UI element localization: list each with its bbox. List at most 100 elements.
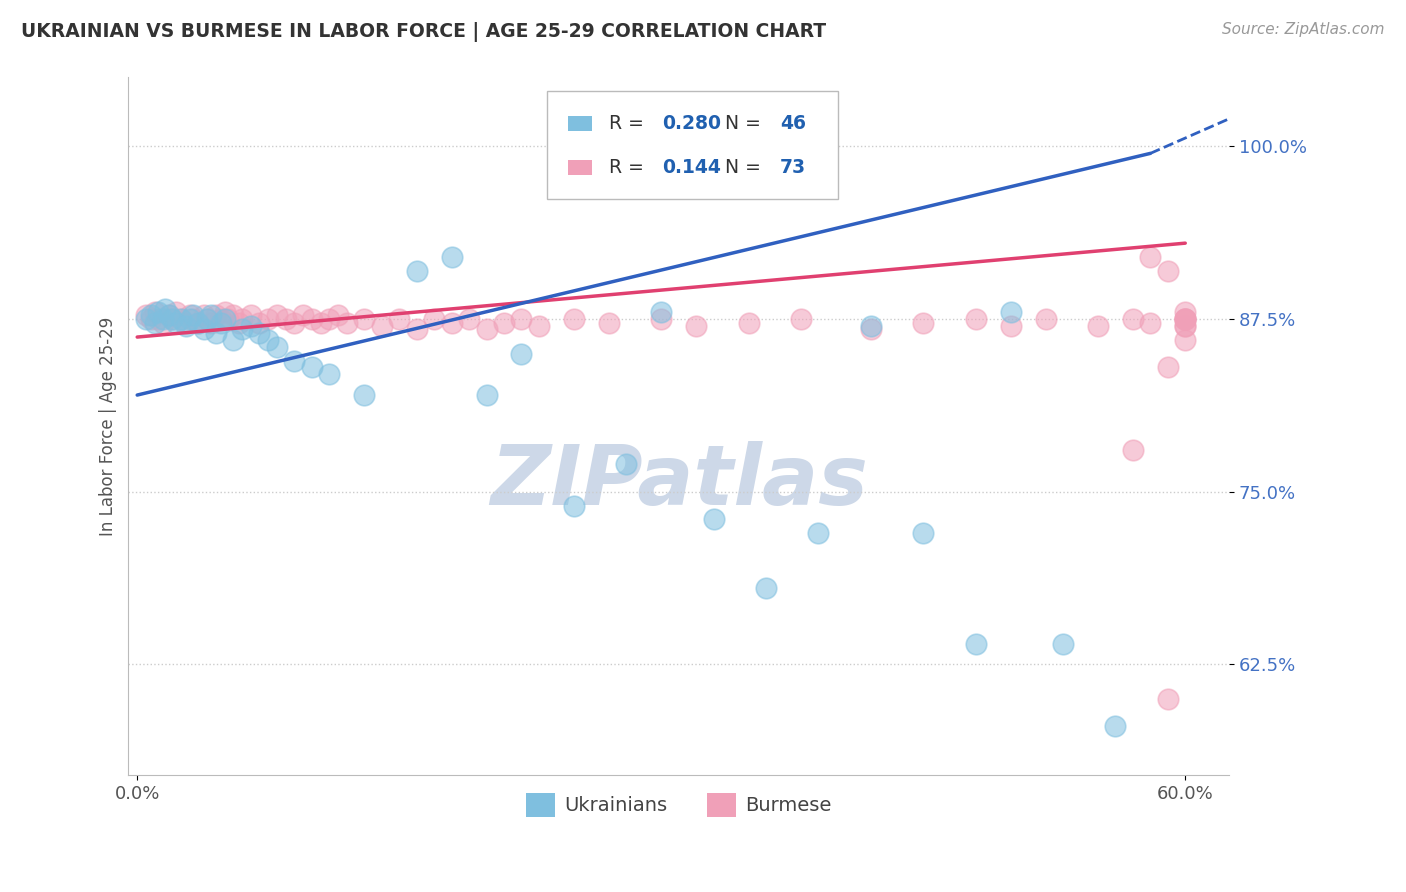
Text: N =: N = (725, 158, 766, 178)
Point (209, 312, 232, 326)
Point (239, 308, 262, 322)
Point (135, 312, 157, 326)
Point (165, 305, 187, 319)
Point (181, 308, 204, 322)
Point (510, 312, 533, 326)
Point (614, 457, 637, 471)
Point (283, 353, 305, 368)
Point (440, 250, 463, 264)
Point (1157, 691, 1180, 706)
Point (703, 512, 725, 526)
Point (231, 312, 253, 326)
Text: R =: R = (609, 113, 650, 133)
Point (174, 318, 197, 333)
Point (170, 312, 193, 326)
Point (187, 316, 209, 330)
Point (274, 312, 297, 326)
Point (200, 308, 222, 322)
Point (157, 308, 180, 322)
Point (204, 308, 226, 322)
Point (1174, 312, 1197, 326)
Point (141, 312, 163, 326)
Point (266, 308, 288, 322)
Point (301, 312, 323, 326)
Legend: Ukrainians, Burmese: Ukrainians, Burmese (517, 785, 839, 824)
Point (266, 340, 288, 354)
Point (859, 322, 882, 336)
Point (405, 322, 427, 336)
Point (1104, 719, 1126, 733)
Point (1000, 305, 1022, 319)
Point (209, 316, 232, 330)
Point (650, 312, 672, 326)
Bar (568, 160, 592, 176)
Text: 46: 46 (780, 113, 806, 133)
Point (755, 582, 778, 596)
Point (152, 316, 174, 330)
Text: 73: 73 (780, 158, 806, 178)
Text: UKRAINIAN VS BURMESE IN LABOR FORCE | AGE 25-29 CORRELATION CHART: UKRAINIAN VS BURMESE IN LABOR FORCE | AG… (21, 22, 827, 42)
Point (562, 312, 585, 326)
Text: ZIPatlas: ZIPatlas (489, 442, 868, 523)
Point (598, 316, 620, 330)
Point (239, 318, 262, 333)
Point (301, 360, 323, 375)
Text: N =: N = (725, 113, 766, 133)
Bar (568, 116, 592, 131)
Point (475, 388, 498, 402)
Point (146, 312, 169, 326)
Point (912, 526, 935, 541)
Point (353, 388, 375, 402)
Point (179, 308, 201, 322)
Point (1139, 250, 1161, 264)
Point (249, 326, 271, 340)
Point (326, 308, 349, 322)
Point (179, 312, 201, 326)
Point (1174, 318, 1197, 333)
Point (527, 318, 550, 333)
Point (204, 326, 226, 340)
Point (309, 316, 332, 330)
Point (135, 308, 157, 322)
Point (231, 322, 253, 336)
Point (318, 368, 340, 382)
Point (152, 312, 174, 326)
Text: Source: ZipAtlas.com: Source: ZipAtlas.com (1222, 22, 1385, 37)
Point (1035, 312, 1057, 326)
Point (405, 264, 427, 278)
Point (222, 308, 245, 322)
Point (1174, 305, 1197, 319)
Point (388, 312, 411, 326)
Point (143, 316, 166, 330)
Point (143, 305, 166, 319)
Point (965, 637, 987, 651)
Point (160, 312, 183, 326)
Point (562, 499, 585, 513)
Point (790, 312, 813, 326)
Point (458, 312, 481, 326)
Point (912, 316, 935, 330)
Point (257, 333, 280, 347)
Point (965, 312, 987, 326)
Point (181, 312, 204, 326)
Point (195, 312, 218, 326)
Point (1157, 264, 1180, 278)
Point (193, 322, 215, 336)
Point (1000, 318, 1022, 333)
Point (146, 305, 169, 319)
Point (371, 318, 394, 333)
Point (1139, 316, 1161, 330)
Point (1087, 318, 1109, 333)
Point (423, 312, 446, 326)
FancyBboxPatch shape (547, 91, 838, 200)
Point (222, 333, 245, 347)
Point (1174, 318, 1197, 333)
Point (859, 318, 882, 333)
Point (187, 316, 209, 330)
Point (318, 312, 340, 326)
Point (292, 308, 315, 322)
Point (807, 526, 830, 541)
Point (141, 308, 163, 322)
Text: 0.144: 0.144 (662, 158, 721, 178)
Point (283, 316, 305, 330)
